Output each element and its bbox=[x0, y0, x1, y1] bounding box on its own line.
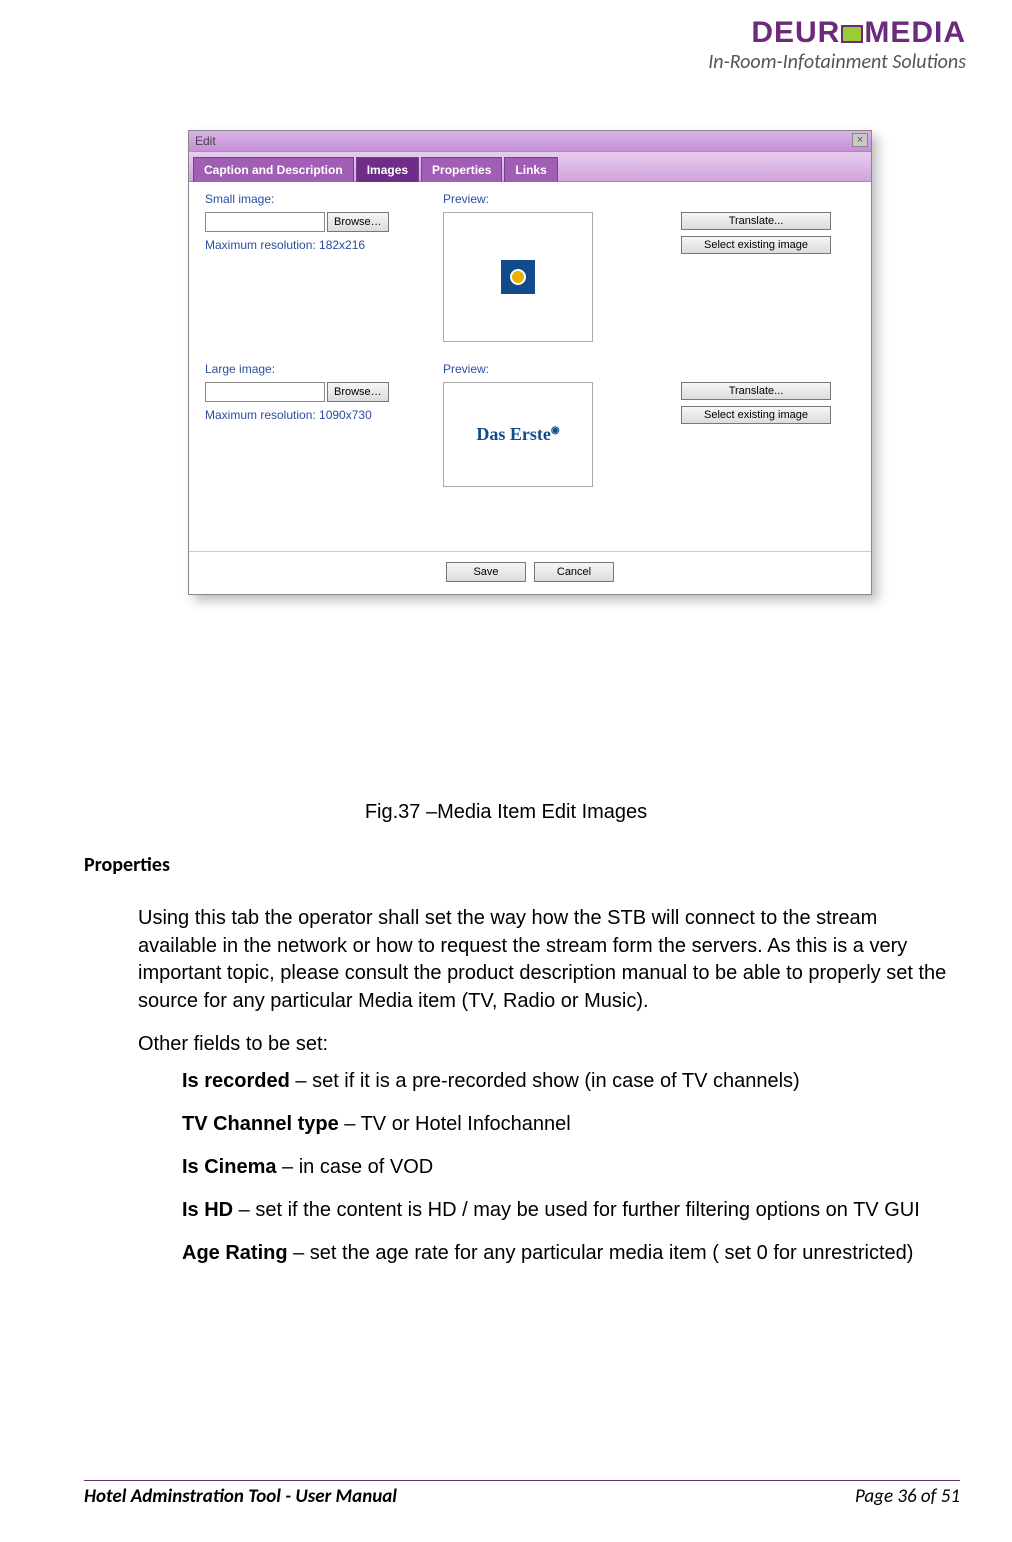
definition-list: Is recorded – set if it is a pre-recorde… bbox=[182, 1070, 960, 1265]
browse-large-button[interactable]: Browse… bbox=[327, 382, 389, 402]
def-is-hd: Is HD – set if the content is HD / may b… bbox=[182, 1199, 960, 1222]
large-image-input[interactable] bbox=[205, 382, 325, 402]
section-para-2: Other fields to be set: bbox=[138, 1033, 960, 1056]
large-image-label: Large image: bbox=[205, 362, 435, 376]
channel-logo-icon bbox=[510, 269, 526, 285]
preview-label-1: Preview: bbox=[443, 192, 673, 206]
preview-label-2: Preview: bbox=[443, 362, 673, 376]
dialog-titlebar: Edit × bbox=[189, 131, 871, 152]
brand-logo: DEUR MEDIA bbox=[708, 18, 966, 48]
tab-links[interactable]: Links bbox=[504, 157, 557, 182]
small-image-input[interactable] bbox=[205, 212, 325, 232]
translate-button-1[interactable]: Translate... bbox=[681, 212, 831, 230]
footer-page: Page 36 of 51 bbox=[855, 1485, 960, 1508]
dialog-body: Small image: Preview: Browse… Maximum re… bbox=[189, 182, 871, 551]
preview-large-text: Das Erste◉ bbox=[476, 424, 559, 445]
screenshot-figure: Edit × Caption and Description Images Pr… bbox=[188, 130, 872, 595]
brand-name-post: MEDIA bbox=[864, 16, 966, 49]
large-image-hint: Maximum resolution: 1090x730 bbox=[205, 408, 435, 422]
translate-button-2[interactable]: Translate... bbox=[681, 382, 831, 400]
dialog-footer: Save Cancel bbox=[189, 551, 871, 594]
tab-images[interactable]: Images bbox=[356, 157, 419, 182]
footer-title: Hotel Adminstration Tool - User Manual bbox=[84, 1485, 397, 1508]
tab-caption-description[interactable]: Caption and Description bbox=[193, 157, 354, 182]
section-heading: Properties bbox=[84, 853, 960, 877]
dialog-title: Edit bbox=[195, 134, 216, 148]
section-properties: Properties Using this tab the operator s… bbox=[84, 853, 960, 1285]
def-is-cinema: Is Cinema – in case of VOD bbox=[182, 1156, 960, 1179]
page-footer: Hotel Adminstration Tool - User Manual P… bbox=[84, 1480, 960, 1508]
select-existing-button-1[interactable]: Select existing image bbox=[681, 236, 831, 254]
cancel-button[interactable]: Cancel bbox=[534, 562, 614, 582]
preview-large: Das Erste◉ bbox=[443, 382, 593, 487]
close-icon[interactable]: × bbox=[852, 133, 868, 147]
def-is-recorded: Is recorded – set if it is a pre-recorde… bbox=[182, 1070, 960, 1093]
edit-dialog: Edit × Caption and Description Images Pr… bbox=[188, 130, 872, 595]
def-age-rating: Age Rating – set the age rate for any pa… bbox=[182, 1242, 960, 1265]
brand-header: DEUR MEDIA In-Room-Infotainment Solutions bbox=[708, 18, 966, 74]
dialog-tabs: Caption and Description Images Propertie… bbox=[189, 152, 871, 182]
figure-caption: Fig.37 –Media Item Edit Images bbox=[0, 801, 1012, 824]
brand-tagline: In-Room-Infotainment Solutions bbox=[708, 50, 966, 74]
tab-properties[interactable]: Properties bbox=[421, 157, 502, 182]
preview-small-thumb bbox=[501, 260, 535, 294]
small-image-label: Small image: bbox=[205, 192, 435, 206]
save-button[interactable]: Save bbox=[446, 562, 526, 582]
select-existing-button-2[interactable]: Select existing image bbox=[681, 406, 831, 424]
def-tv-channel-type: TV Channel type – TV or Hotel Infochanne… bbox=[182, 1113, 960, 1136]
browse-small-button[interactable]: Browse… bbox=[327, 212, 389, 232]
preview-small bbox=[443, 212, 593, 342]
brand-name-pre: DEUR bbox=[751, 16, 840, 49]
brand-logo-icon bbox=[841, 25, 863, 43]
small-image-hint: Maximum resolution: 182x216 bbox=[205, 238, 435, 252]
section-para-1: Using this tab the operator shall set th… bbox=[138, 905, 960, 1015]
